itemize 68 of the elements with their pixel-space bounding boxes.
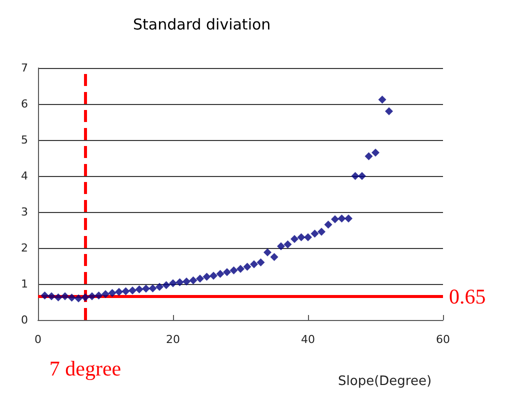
- point: [182, 277, 190, 286]
- point: [40, 292, 49, 300]
- point: [210, 272, 218, 280]
- point: [236, 264, 244, 273]
- point: [128, 286, 136, 294]
- point: [310, 230, 319, 238]
- point: [378, 96, 386, 104]
- point: [148, 284, 157, 292]
- y-tick-label: 4: [21, 170, 28, 182]
- point: [318, 228, 326, 236]
- point: [256, 258, 265, 266]
- point: [344, 214, 352, 222]
- point: [169, 279, 177, 288]
- point: [61, 292, 69, 300]
- point: [223, 268, 231, 276]
- point: [74, 294, 82, 302]
- x-tick-label: 60: [436, 333, 450, 346]
- point: [156, 282, 164, 291]
- y-tick-label: 3: [21, 206, 28, 218]
- point: [102, 290, 110, 298]
- point: [54, 293, 62, 302]
- point: [304, 233, 312, 242]
- point: [284, 240, 292, 248]
- point: [351, 172, 360, 180]
- point: [250, 260, 258, 268]
- ref-line-label: 0.65: [449, 284, 486, 309]
- point: [331, 215, 339, 224]
- point: [338, 214, 346, 222]
- point: [135, 285, 144, 294]
- point: [162, 281, 170, 290]
- point: [202, 272, 211, 281]
- ref-line-label: 7 degree: [49, 356, 122, 380]
- y-tick-label: 1: [21, 278, 28, 290]
- point: [48, 292, 56, 300]
- point: [364, 152, 373, 160]
- point: [122, 287, 130, 296]
- x-tick-label: 20: [166, 333, 180, 346]
- y-tick-label: 7: [21, 62, 28, 74]
- point: [88, 292, 96, 300]
- y-tick-label: 2: [21, 242, 28, 254]
- point: [358, 172, 366, 180]
- point: [372, 148, 380, 157]
- point: [385, 107, 393, 116]
- chart-title: Standard diviation: [133, 16, 271, 34]
- point: [108, 289, 116, 297]
- point: [81, 293, 90, 302]
- y-tick-label: 5: [21, 134, 28, 146]
- point: [324, 220, 332, 229]
- y-tick-label: 6: [21, 98, 28, 110]
- x-tick-label: 0: [34, 333, 42, 346]
- point: [230, 266, 238, 274]
- point: [94, 292, 103, 300]
- point: [264, 248, 272, 256]
- point: [142, 284, 150, 293]
- point: [270, 253, 278, 261]
- y-tick-label: 0: [21, 314, 28, 326]
- point: [189, 276, 198, 284]
- point: [196, 274, 204, 283]
- point: [115, 288, 123, 296]
- point: [290, 235, 298, 243]
- point: [216, 270, 224, 278]
- point: [277, 242, 285, 250]
- point: [176, 278, 184, 286]
- point: [297, 233, 306, 242]
- point: [243, 262, 252, 271]
- x-tick-label: 40: [301, 333, 315, 346]
- point: [68, 294, 76, 302]
- x-axis-title: Slope(Degree): [338, 374, 432, 389]
